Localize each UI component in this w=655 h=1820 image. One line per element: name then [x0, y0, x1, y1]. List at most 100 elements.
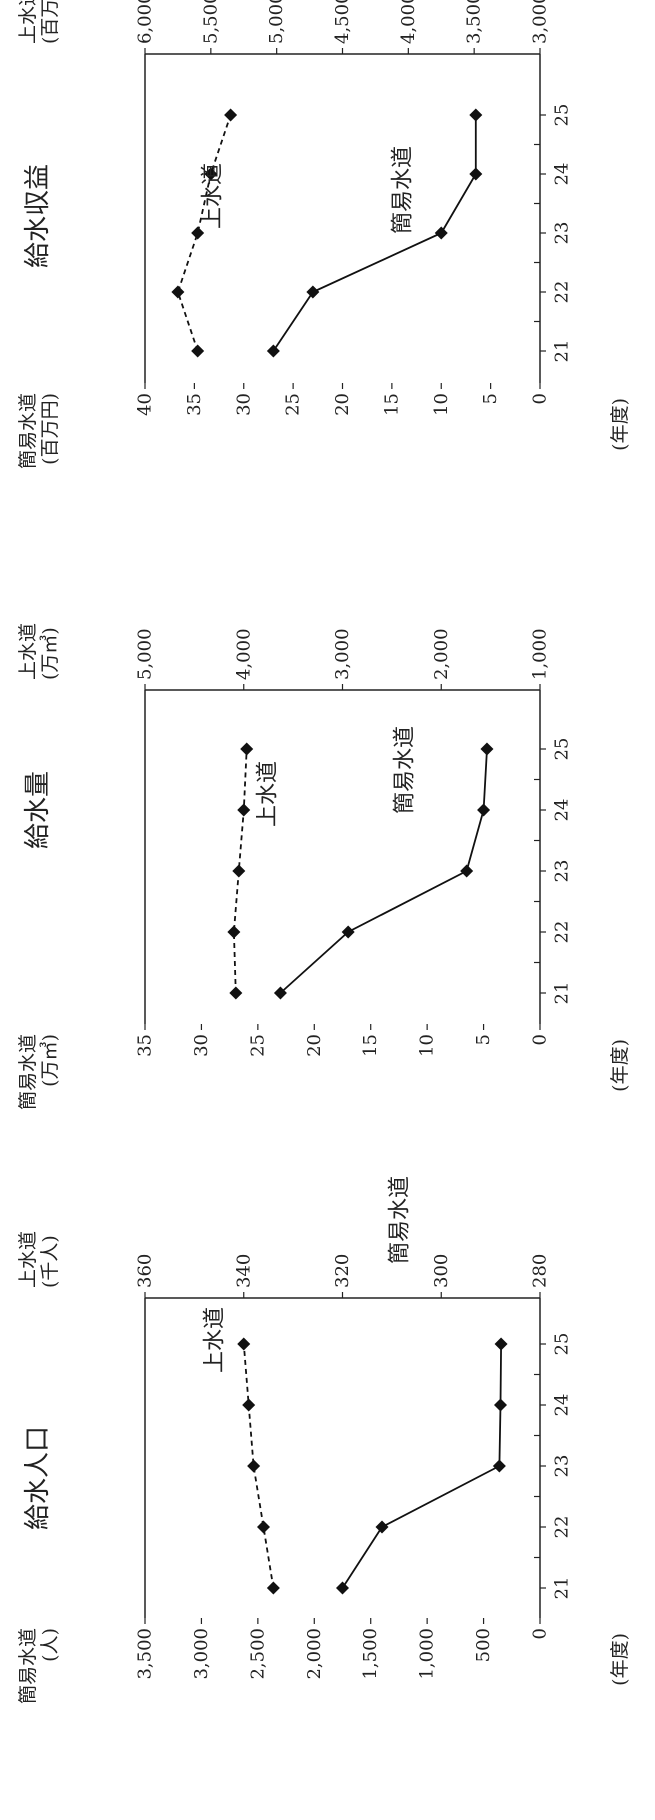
- category-tick-label: 24: [552, 799, 573, 822]
- left-tick-label: 5,000: [266, 0, 287, 44]
- left-tick-label: 1,000: [530, 628, 551, 680]
- data-point: [229, 986, 243, 1000]
- left-tick-label: 300: [431, 1254, 452, 1288]
- right-tick-label: 1,000: [417, 1628, 438, 1680]
- series-line-josuido: [232, 748, 248, 994]
- data-point: [480, 742, 494, 756]
- data-point: [237, 1337, 251, 1351]
- right-axis-title: 簡易水道: [17, 1628, 39, 1704]
- left-axis-title: 上水道: [17, 623, 39, 680]
- chart-panel-2: [144, 684, 546, 1030]
- data-point: [306, 285, 320, 299]
- left-tick-label: 5,000: [135, 628, 156, 680]
- right-tick-label: 30: [191, 1034, 212, 1057]
- right-tick-label: 5: [480, 393, 501, 404]
- data-point: [434, 226, 448, 240]
- right-tick-label: 40: [135, 393, 156, 416]
- right-tick-label: 2,500: [247, 1628, 268, 1680]
- left-tick-label: 3,000: [332, 628, 353, 680]
- right-tick-label: 35: [135, 1034, 156, 1057]
- right-tick-label: 10: [417, 1034, 438, 1057]
- right-tick-label: 10: [431, 393, 452, 416]
- series-label: 上水道: [256, 761, 281, 827]
- category-tick-label: 21: [552, 340, 573, 363]
- data-point: [341, 925, 355, 939]
- series-label: 簡易水道: [391, 146, 416, 234]
- data-point: [204, 167, 218, 181]
- data-point: [469, 167, 483, 181]
- right-tick-label: 30: [233, 393, 254, 416]
- data-point: [240, 742, 254, 756]
- right-tick-label: 5: [473, 1034, 494, 1045]
- data-point: [469, 108, 483, 122]
- category-tick-label: 25: [552, 1333, 573, 1356]
- data-point: [375, 1520, 389, 1534]
- right-tick-label: 35: [184, 393, 205, 416]
- left-axis-title: 上水道: [17, 1231, 39, 1288]
- series-line-kani-suido: [341, 1343, 502, 1589]
- left-axis-unit: (千人): [39, 1235, 61, 1288]
- series-label: 簡易水道: [393, 726, 418, 814]
- right-tick-label: 25: [247, 1034, 268, 1057]
- right-tick-label: 20: [332, 393, 353, 416]
- category-tick-label: 22: [552, 1516, 573, 1539]
- left-tick-label: 3,000: [530, 0, 551, 44]
- right-tick-label: 2,000: [304, 1628, 325, 1680]
- data-point: [257, 1520, 270, 1534]
- data-point: [477, 803, 491, 817]
- right-tick-label: 15: [360, 1034, 381, 1057]
- right-tick-label: 1,500: [360, 1628, 381, 1680]
- category-tick-label: 23: [552, 1455, 573, 1478]
- left-tick-label: 280: [530, 1254, 551, 1288]
- right-tick-label: 20: [304, 1034, 325, 1057]
- right-axis-unit: (万㎥): [39, 1034, 61, 1087]
- data-point: [460, 864, 474, 878]
- left-tick-label: 4,000: [233, 628, 254, 680]
- left-tick-label: 4,500: [332, 0, 353, 44]
- data-point: [191, 226, 205, 240]
- chart-title: 給水収益: [23, 164, 53, 268]
- category-tick-label: 21: [552, 1577, 573, 1600]
- data-point: [273, 986, 287, 1000]
- data-point: [336, 1581, 349, 1595]
- series-label: 上水道: [201, 163, 226, 229]
- data-point: [494, 1398, 507, 1412]
- data-point: [171, 285, 185, 299]
- data-point: [242, 1398, 256, 1412]
- right-tick-label: 25: [283, 393, 304, 416]
- left-axis-unit: (百万円): [39, 0, 61, 44]
- data-point: [266, 1581, 280, 1595]
- left-tick-label: 2,000: [431, 628, 452, 680]
- right-tick-label: 3,000: [191, 1628, 212, 1680]
- data-point: [492, 1459, 506, 1473]
- data-point: [224, 108, 238, 122]
- right-axis-title: 簡易水道: [17, 1034, 39, 1110]
- category-tick-label: 24: [552, 1394, 573, 1417]
- series-label: 簡易水道: [388, 1176, 413, 1264]
- left-tick-label: 6,000: [135, 0, 156, 44]
- category-tick-label: 24: [552, 163, 573, 186]
- category-tick-label: 21: [552, 982, 573, 1005]
- category-tick-label: 25: [552, 738, 573, 761]
- x-unit-label: (年度): [609, 1633, 631, 1686]
- right-axis-unit: (人): [39, 1628, 61, 1662]
- category-tick-label: 23: [552, 860, 573, 883]
- right-tick-label: 0: [530, 1628, 551, 1639]
- data-point: [247, 1459, 261, 1473]
- left-axis-unit: (万㎥): [39, 627, 61, 680]
- category-tick-label: 22: [552, 281, 573, 304]
- right-tick-label: 15: [381, 393, 402, 416]
- data-point: [266, 344, 280, 358]
- x-unit-label: (年度): [609, 398, 631, 451]
- data-point: [191, 344, 205, 358]
- data-point: [237, 803, 251, 817]
- left-tick-label: 360: [135, 1254, 156, 1288]
- left-tick-label: 3,500: [464, 0, 485, 44]
- right-tick-label: 0: [530, 393, 551, 404]
- right-axis-unit: (百万円): [39, 393, 61, 465]
- data-point: [494, 1337, 508, 1351]
- series-line-kani-suido: [279, 748, 488, 994]
- right-axis-title: 簡易水道: [17, 393, 39, 469]
- data-point: [227, 925, 241, 939]
